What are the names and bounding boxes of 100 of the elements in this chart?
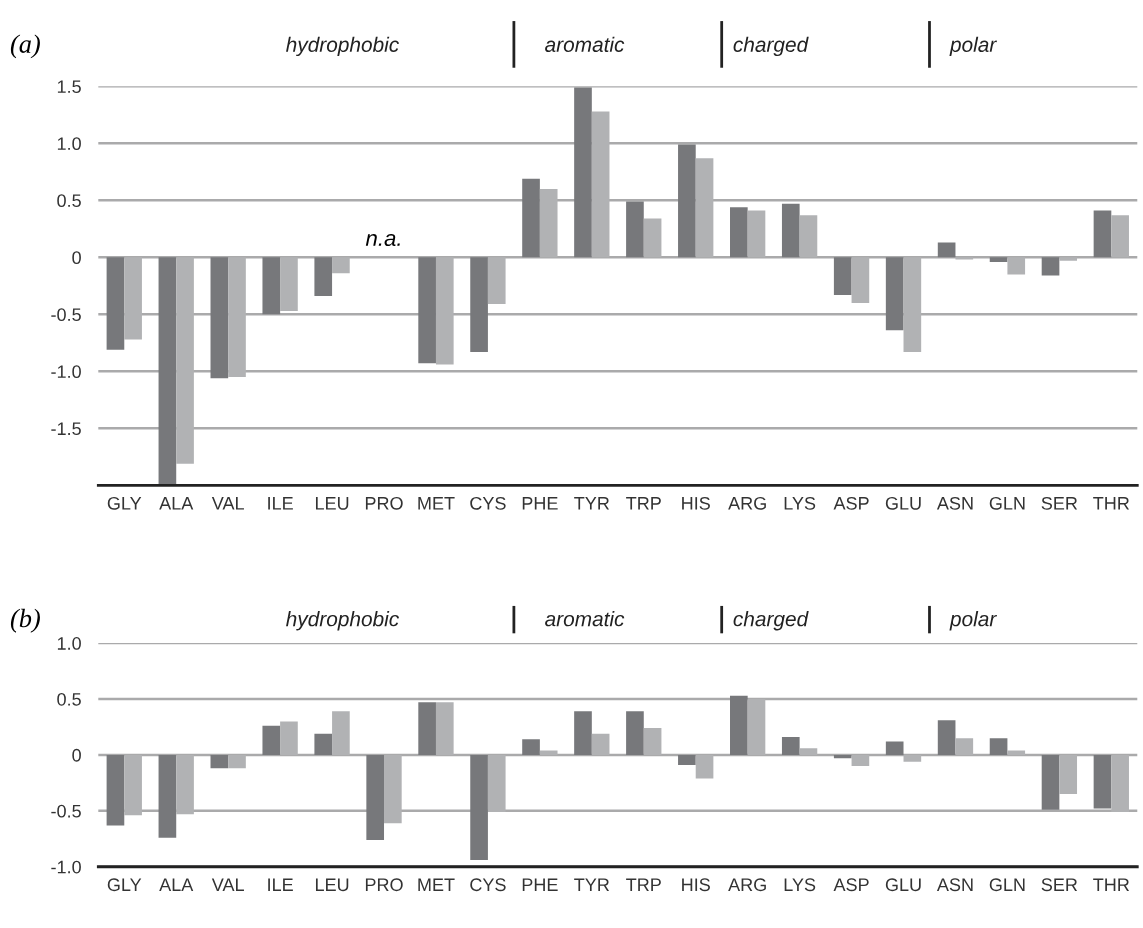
bar — [418, 702, 436, 755]
y-tick-label: -0.5 — [51, 308, 81, 322]
y-tick-label: 1.5 — [57, 80, 81, 94]
bar — [730, 207, 748, 258]
x-tick-label: SER — [1041, 496, 1078, 510]
x-tick-label: CYS — [470, 878, 506, 892]
x-tick-label: GLN — [989, 496, 1025, 510]
x-tick-label: ARG — [728, 496, 766, 510]
x-tick-label: PRO — [365, 878, 403, 892]
bar — [626, 201, 644, 258]
x-tick-label: ASN — [936, 496, 973, 510]
bar — [522, 178, 540, 258]
x-tick-label: ILE — [268, 878, 293, 891]
x-tick-label: PRO — [365, 496, 403, 510]
text: charged — [733, 36, 809, 57]
text: polar — [949, 611, 997, 631]
bar — [937, 242, 956, 258]
bar — [574, 87, 592, 258]
x-tick-label: HIS — [682, 496, 710, 510]
bar — [418, 257, 436, 364]
x-tick-label: ASP — [833, 496, 869, 510]
y-tick-label: -1.0 — [51, 860, 81, 874]
x-tick-label: HIS — [682, 878, 710, 892]
x-tick-label: VAL — [211, 497, 244, 510]
bar — [262, 257, 281, 315]
x-tick-label: TYR — [574, 878, 610, 891]
x-tick-label: GLN — [989, 878, 1025, 892]
bar — [574, 711, 592, 755]
y-tick-label: -1.5 — [51, 422, 81, 436]
x-tick-label: ASN — [936, 878, 973, 892]
x-tick-label: ASP — [833, 878, 869, 892]
text: charged — [733, 611, 809, 631]
x-tick-label: ALA — [159, 497, 194, 510]
bar — [833, 257, 852, 295]
bar — [678, 144, 696, 258]
bar — [210, 257, 229, 379]
text: aromatic — [545, 611, 625, 627]
x-tick-label: GLY — [107, 878, 142, 892]
x-tick-label: ILE — [268, 497, 293, 510]
y-tick-label: 0.5 — [57, 692, 81, 706]
bar — [158, 754, 177, 838]
bar — [1093, 210, 1112, 258]
x-tick-label: VAL — [211, 878, 244, 891]
bar — [262, 725, 281, 755]
text: hydrophobic — [286, 611, 399, 631]
text: aromatic — [545, 36, 625, 52]
bar — [781, 203, 800, 258]
bar — [833, 754, 852, 759]
x-tick-label: LYS — [784, 496, 816, 510]
x-tick-label: LEU — [315, 497, 349, 510]
y-tick-label: -1.0 — [51, 365, 81, 379]
bar — [158, 257, 177, 486]
bar — [730, 695, 748, 755]
bar — [522, 739, 540, 755]
bar — [366, 754, 385, 840]
bar — [1041, 257, 1060, 276]
bar — [885, 257, 904, 331]
y-tick-label: 0.5 — [57, 194, 81, 208]
x-tick-label: PHE — [522, 878, 558, 891]
bar — [470, 257, 488, 352]
x-tick-label: LEU — [315, 878, 349, 892]
x-tick-label: MET — [418, 497, 455, 510]
chart-title: (b) — [10, 608, 40, 633]
y-tick-label: 0 — [72, 251, 81, 265]
bar — [314, 257, 333, 297]
chart-title: (a) — [10, 34, 40, 59]
x-tick-label: ALA — [159, 878, 194, 891]
x-tick-label: CYS — [470, 496, 506, 510]
x-tick-label: ARG — [728, 878, 766, 892]
x-tick-label: LYS — [784, 878, 816, 892]
y-tick-label: 0 — [72, 748, 81, 762]
bar — [781, 737, 800, 755]
x-tick-label: GLU — [885, 496, 921, 510]
bar — [989, 257, 1008, 262]
x-tick-label: MET — [418, 878, 455, 891]
bar — [937, 720, 956, 755]
bar — [210, 754, 229, 769]
x-tick-label: GLY — [107, 496, 142, 510]
annotation: n.a. — [365, 233, 400, 247]
bar — [678, 754, 696, 765]
x-tick-label: GLU — [885, 878, 921, 892]
bar — [885, 741, 904, 755]
bar — [1093, 754, 1112, 809]
x-tick-label: THR — [1093, 497, 1130, 510]
x-tick-label: TRP — [626, 878, 661, 891]
y-tick-label: 1.0 — [57, 137, 81, 151]
x-tick-label: TYR — [574, 497, 610, 510]
bar — [1041, 754, 1060, 810]
bar — [626, 711, 644, 755]
bar — [106, 257, 125, 350]
x-tick-label: PHE — [522, 497, 558, 510]
x-tick-label: SER — [1041, 878, 1078, 892]
y-tick-label: 1.0 — [57, 637, 81, 650]
bar — [314, 733, 333, 755]
text: polar — [949, 36, 997, 57]
y-tick-label: -0.5 — [51, 804, 81, 818]
x-tick-label: THR — [1093, 878, 1130, 891]
x-tick-label: TRP — [626, 497, 661, 510]
bar — [470, 754, 488, 861]
bar — [989, 738, 1008, 755]
